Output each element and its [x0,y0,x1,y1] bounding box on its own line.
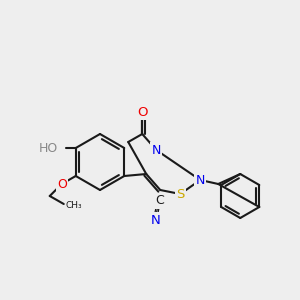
Text: N: N [152,143,161,157]
Text: N: N [150,214,160,226]
Text: O: O [57,178,67,190]
Text: N: N [196,173,205,187]
Text: S: S [176,188,184,200]
Text: O: O [137,106,148,118]
Text: CH₃: CH₃ [66,200,83,209]
Text: HO: HO [38,142,58,154]
Text: C: C [155,194,164,208]
